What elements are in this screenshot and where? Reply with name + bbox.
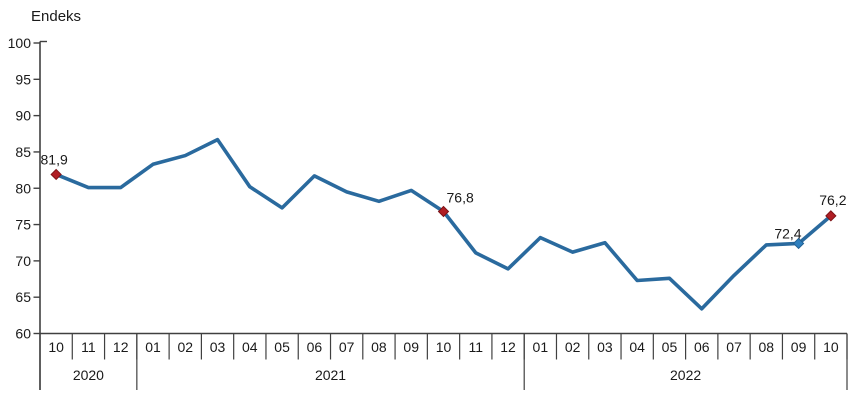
month-tick-label: 01 bbox=[145, 339, 161, 355]
month-tick-label: 05 bbox=[274, 339, 290, 355]
month-tick-label: 04 bbox=[242, 339, 258, 355]
month-tick-label: 03 bbox=[210, 339, 226, 355]
month-tick-label: 08 bbox=[759, 339, 775, 355]
month-tick-label: 12 bbox=[500, 339, 516, 355]
y-axis-tick-label: 85 bbox=[15, 144, 31, 160]
month-tick-label: 06 bbox=[694, 339, 710, 355]
y-axis-tick-label: 60 bbox=[15, 326, 31, 342]
month-tick-label: 09 bbox=[403, 339, 419, 355]
y-axis-tick-label: 65 bbox=[15, 289, 31, 305]
month-tick-label: 07 bbox=[726, 339, 742, 355]
y-axis-tick-label: 70 bbox=[15, 253, 31, 269]
y-axis-tick-label: 100 bbox=[8, 35, 32, 51]
month-tick-label: 08 bbox=[371, 339, 387, 355]
month-tick-label: 01 bbox=[533, 339, 549, 355]
month-tick-label: 10 bbox=[823, 339, 839, 355]
month-tick-label: 05 bbox=[662, 339, 678, 355]
month-tick-label: 12 bbox=[113, 339, 129, 355]
year-label: 2020 bbox=[73, 367, 104, 383]
month-tick-label: 03 bbox=[597, 339, 613, 355]
month-tick-label: 07 bbox=[339, 339, 355, 355]
data-point-label: 76,8 bbox=[447, 189, 474, 205]
month-tick-label: 06 bbox=[307, 339, 323, 355]
y-axis-tick-label: 75 bbox=[15, 217, 31, 233]
month-tick-label: 09 bbox=[791, 339, 807, 355]
red-diamond-marker bbox=[437, 205, 450, 218]
month-tick-label: 10 bbox=[48, 339, 64, 355]
month-tick-label: 02 bbox=[177, 339, 193, 355]
red-diamond-marker bbox=[50, 168, 62, 181]
data-point-label: 81,9 bbox=[41, 151, 68, 167]
year-label: 2021 bbox=[315, 367, 346, 383]
y-axis-tick-label: 80 bbox=[15, 180, 31, 196]
y-axis-tick-label: 90 bbox=[15, 108, 31, 124]
data-point-label: 72,4 bbox=[774, 225, 801, 241]
month-tick-label: 10 bbox=[436, 339, 452, 355]
y-axis-tick-label: 95 bbox=[15, 71, 31, 87]
blue-diamond-marker bbox=[792, 237, 805, 250]
data-point-label: 76,2 bbox=[819, 192, 846, 208]
month-tick-label: 02 bbox=[565, 339, 581, 355]
month-tick-label: 11 bbox=[469, 339, 484, 355]
year-label: 2022 bbox=[670, 367, 701, 383]
month-tick-label: 11 bbox=[81, 339, 96, 355]
y-axis-title: Endeks bbox=[31, 8, 82, 25]
red-diamond-marker bbox=[825, 210, 837, 222]
month-tick-label: 04 bbox=[629, 339, 645, 355]
index-series-line bbox=[54, 137, 833, 311]
